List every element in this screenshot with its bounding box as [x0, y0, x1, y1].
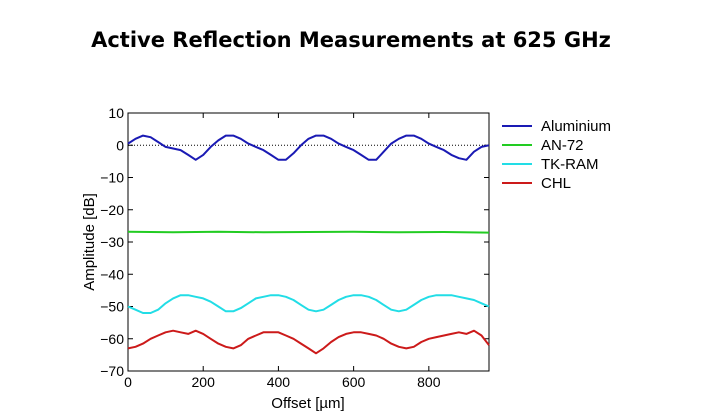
y-tick-label: 10 — [108, 105, 124, 121]
series-line-aluminium — [127, 134, 490, 161]
legend-label: CHL — [541, 175, 571, 192]
series-line-tk-ram — [127, 294, 490, 314]
x-tick-label: 400 — [267, 374, 291, 390]
x-axis-label: Offset [µm] — [271, 395, 344, 412]
chart-title: Active Reflection Measurements at 625 GH… — [91, 28, 611, 52]
series-lines — [127, 134, 490, 355]
legend-label: AN-72 — [541, 137, 584, 154]
y-axis-label: Amplitude [dB] — [81, 193, 98, 291]
legend: Aluminium AN-72 TK-RAM CHL — [502, 118, 611, 192]
x-tick-label: 600 — [342, 374, 366, 390]
y-tick-label: −20 — [100, 202, 124, 218]
y-tick-label: −50 — [100, 299, 124, 315]
x-tick-label: 0 — [124, 374, 132, 390]
y-tick-label: −70 — [100, 363, 124, 379]
series-line-an-72 — [127, 230, 490, 234]
legend-label: Aluminium — [541, 118, 611, 135]
y-tick-label: −40 — [100, 266, 124, 282]
y-tick-label: −10 — [100, 170, 124, 186]
y-tick-label: 0 — [116, 137, 124, 153]
axis-ticks: 0 200 400 600 800 10 0 −10 −20 −30 −40 −50 −60 −70 — [100, 105, 489, 390]
y-tick-label: −60 — [100, 331, 124, 347]
y-tick-label: −30 — [100, 234, 124, 250]
x-tick-label: 200 — [192, 374, 216, 390]
legend-label: TK-RAM — [541, 156, 599, 173]
x-tick-label: 800 — [417, 374, 441, 390]
series-line-chl — [127, 329, 490, 355]
